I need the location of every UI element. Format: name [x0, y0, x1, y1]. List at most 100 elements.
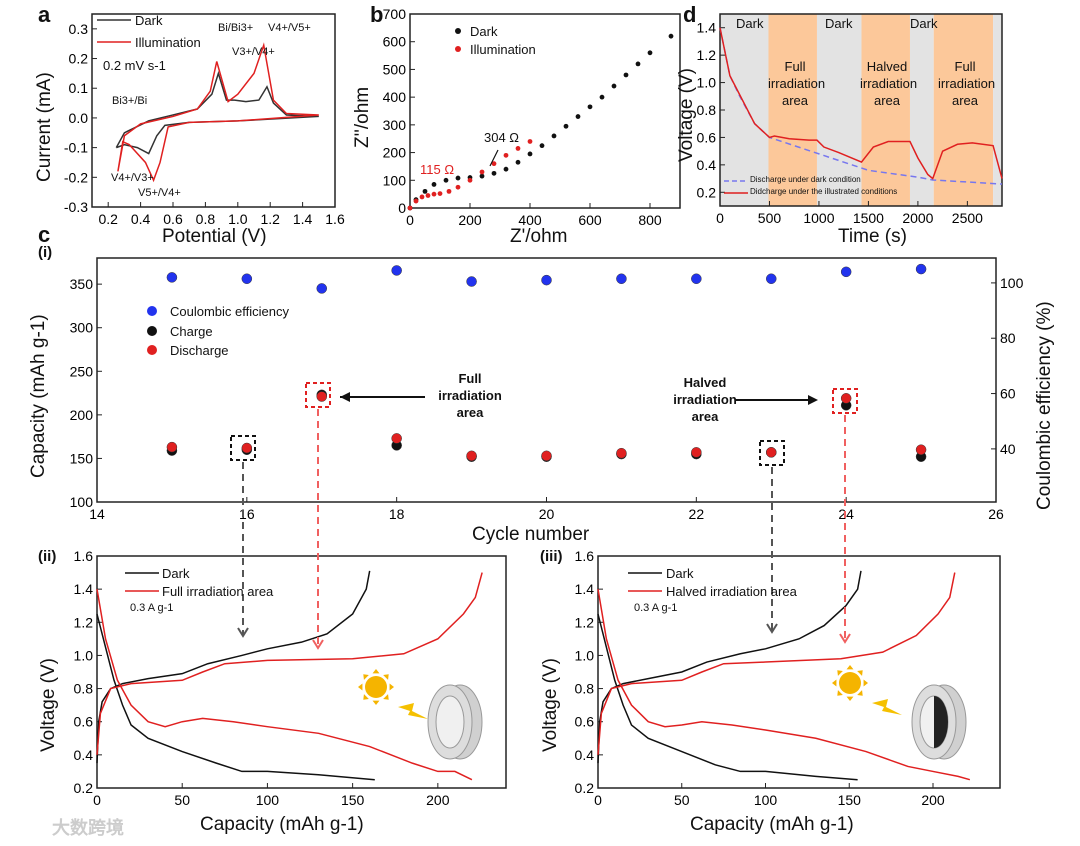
x-tick-label: 50 [174, 792, 190, 808]
y-tick-label: 100 [383, 172, 407, 188]
data-point [431, 191, 437, 197]
series-line [597, 572, 956, 755]
data-point [647, 50, 653, 56]
data-point [419, 194, 425, 200]
data-point [840, 393, 852, 404]
sun-ray-icon [363, 694, 369, 700]
x-tick-label: 50 [674, 792, 690, 808]
data-point [467, 177, 473, 183]
data-point [766, 447, 777, 458]
x-tick-label: 100 [256, 792, 280, 808]
plot-frame [409, 13, 681, 209]
data-point [446, 188, 452, 194]
legend-marker [147, 326, 157, 336]
x-tick-label: 0 [716, 210, 724, 226]
y2-tick-label: 40 [1000, 441, 1016, 457]
y-tick-label: 1.6 [575, 548, 595, 564]
sun-icon [839, 672, 861, 694]
data-point [431, 182, 437, 187]
lightning-icon [398, 703, 428, 719]
y2-tick-label: 60 [1000, 386, 1016, 402]
data-point [575, 114, 581, 119]
x-tick-label: 18 [389, 506, 405, 522]
y-tick-label: 200 [383, 145, 407, 161]
data-point [515, 146, 521, 151]
battery-window [435, 695, 465, 749]
x-tick-label: 1.0 [228, 211, 248, 227]
y-tick-label: 0.4 [575, 747, 595, 763]
x-tick-label: 2000 [902, 210, 933, 226]
x-tick-label: 200 [426, 792, 450, 808]
watermark: 大数跨境 [52, 818, 124, 838]
arrow-head-icon [312, 639, 324, 650]
band-dark [993, 14, 1002, 206]
b-xlabel: Z'/ohm [510, 226, 568, 247]
band-dark [909, 14, 934, 206]
x-tick-label: 14 [89, 506, 105, 522]
y-tick-label: -0.2 [64, 169, 88, 185]
ciii-legend-halved: Halved irradiation area [666, 584, 797, 599]
panel-label-d: d [683, 2, 697, 27]
band-light [861, 14, 910, 206]
d-legend-illum: Didcharge under the illustrated conditio… [750, 187, 898, 196]
data-point [422, 188, 428, 194]
y-tick-label: 0.6 [575, 714, 595, 730]
d-xlabel: Time (s) [838, 226, 907, 247]
d-ylabel: Voltage (V) [676, 68, 697, 162]
series-line [96, 613, 375, 781]
data-point [455, 175, 461, 181]
y-tick-label: 250 [70, 363, 94, 379]
data-point [241, 442, 253, 454]
data-point [623, 72, 629, 78]
d-band-label: Halved irradiation area [860, 59, 918, 108]
x-tick-label: 22 [689, 506, 705, 522]
data-point [691, 273, 702, 284]
x-tick-label: 500 [758, 210, 782, 226]
chart-c-iii: 0 50 100 150 200 0.2 0.4 0.6 0.8 1.0 1.2 1.4 1.6 [575, 548, 1001, 808]
y-tick-label: 400 [383, 89, 407, 105]
lightning-icon [872, 699, 902, 715]
a-ann-bi3-bi: Bi3+/Bi [112, 95, 148, 107]
ciii-current: 0.3 A g-1 [634, 602, 678, 614]
a-ann-v4-v3: V4+/V3+ [111, 172, 154, 184]
data-point [437, 191, 443, 196]
x-tick-label: 0.6 [163, 211, 183, 227]
sun-ray-icon [863, 679, 868, 687]
y-tick-label: 1.4 [575, 581, 595, 597]
y-tick-label: 0.8 [74, 681, 94, 697]
a-ann-v3-v4: V3+/V4+ [232, 46, 275, 58]
data-point [551, 133, 557, 139]
y-tick-label: 0.2 [69, 51, 89, 67]
y-tick-label: 200 [70, 407, 94, 423]
x-tick-label: 800 [638, 212, 662, 228]
decorations [97, 19, 967, 760]
legend-marker [147, 306, 157, 316]
series-line [96, 570, 371, 764]
chart-c-i: 14 16 18 20 22 24 26 100 150 200 250 300 350 40 60 80 10… [70, 257, 1024, 522]
arrow-head-icon [340, 392, 350, 402]
data-point [443, 177, 449, 183]
data-point [466, 450, 477, 462]
series-line [719, 27, 1003, 180]
series-line [96, 572, 483, 755]
legend-marker [455, 46, 461, 52]
y-tick-label: 0.8 [697, 102, 717, 118]
x-tick-label: 1500 [853, 210, 884, 226]
data-point [407, 205, 413, 211]
chart-a: 0.2 0.4 0.6 0.8 1.0 1.2 1.4 1.6 -0.3 -0.2 -0.1 0.0 0… [64, 13, 345, 227]
chart-d: 0 500 1000 1500 2000 2500 0.2 0.4 0.6 0.8 1.0 1.2 1.… [697, 13, 1003, 226]
y-tick-label: 300 [383, 117, 407, 133]
x-tick-label: 20 [539, 506, 555, 522]
panel-label-a: a [38, 2, 51, 27]
x-tick-label: 150 [838, 792, 862, 808]
data-point [541, 450, 552, 462]
y-tick-label: 0 [398, 200, 406, 216]
x-tick-label: 0.8 [196, 211, 216, 227]
ci-legend-discharge: Discharge [170, 343, 229, 358]
cii-current: 0.3 A g-1 [130, 602, 174, 614]
data-point [563, 123, 569, 129]
chart-b: 0 200 400 600 800 0 100 200 300 400 500 600 700 [383, 6, 681, 228]
ciii-legend-dark: Dark [666, 566, 694, 581]
data-point [391, 265, 402, 276]
data-point [503, 166, 509, 172]
